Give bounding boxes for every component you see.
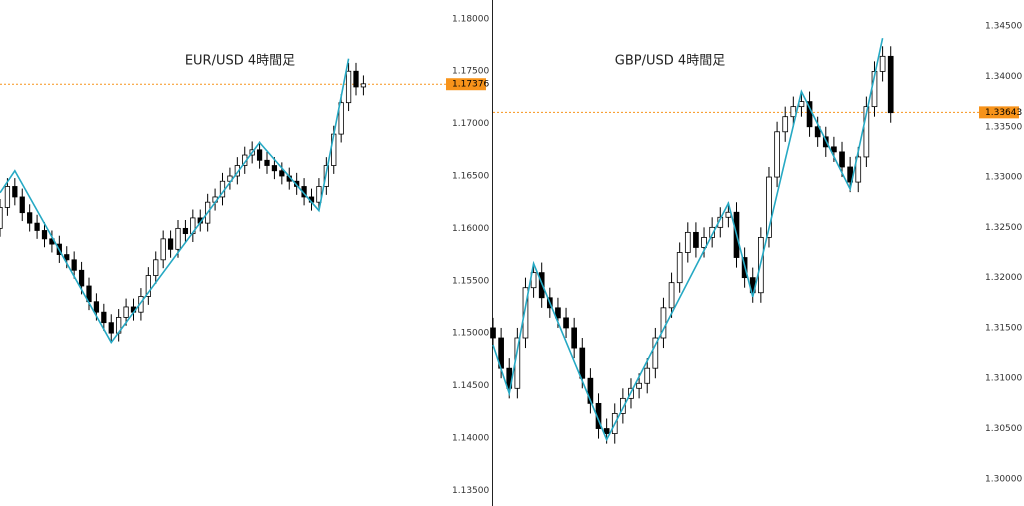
candle-body [19,196,25,214]
candle-body [338,102,344,135]
candle-body [345,70,352,104]
y-tick-label: 1.14500 [452,381,489,391]
y-tick-label: 1.30000 [985,474,1022,484]
candle-body [636,382,642,389]
candle-body [360,83,367,88]
candle-body [863,106,870,158]
candle-body [782,116,789,133]
y-tick-label: 1.32000 [985,273,1022,283]
chart-title: GBP/USD 4時間足 [615,54,725,69]
candle-body [701,237,707,248]
y-tick-label: 1.13500 [452,486,489,496]
y-tick-label: 1.15000 [452,329,489,339]
y-tick-label: 1.18000 [452,14,489,24]
y-tick-label: 1.17500 [452,67,489,77]
candle-body [774,131,780,178]
candle-body [490,327,496,339]
candle-body [887,55,894,114]
candle-body [182,227,189,235]
candle-body [12,186,18,198]
candle-body [620,397,626,414]
candle-body [101,311,107,324]
last-price-box [979,106,1019,119]
candle-body [27,212,33,224]
candle-body [316,186,322,203]
y-tick-label: 1.31500 [985,323,1022,333]
candle-body [353,70,359,88]
zigzag-line [492,38,884,442]
candle-body [668,282,675,309]
candle-body [766,176,772,238]
candle-body [123,306,129,318]
candle-body [0,207,3,229]
candle-body [4,186,11,208]
y-tick-label: 1.14000 [452,433,489,443]
candle-body [522,287,529,339]
chart-title: EUR/USD 4時間足 [185,54,295,69]
candle-body [709,226,715,238]
candle-body [855,156,862,183]
last-price-box [446,78,486,91]
last-price-label: 1.17376 [452,80,489,90]
y-tick-label: 1.30500 [985,424,1022,434]
candle-body [153,259,159,276]
candle-body [279,170,285,177]
candle-body [555,307,561,319]
candle-body [271,165,278,172]
candle-body [684,231,691,253]
candle-body [644,367,651,384]
candle-body [145,275,151,297]
y-tick-label: 1.33000 [985,173,1022,183]
candle-body [676,252,683,284]
candle-body [34,222,40,231]
y-tick-label: 1.17000 [452,119,489,129]
candle-body [64,254,70,261]
zigzag-line [0,58,350,345]
y-tick-label: 1.32500 [985,223,1022,233]
y-tick-label: 1.34500 [985,22,1022,32]
candle-body [798,101,805,108]
candle-body [41,230,48,240]
candle-body [160,238,166,261]
candle-body [839,151,845,168]
candle-body [78,269,85,287]
candle-body [579,347,586,379]
candle-body [831,146,837,153]
candle-body [652,337,659,369]
candle-body [108,322,114,334]
candle-body [571,327,578,349]
candle-body [603,428,610,434]
candle-body [814,126,821,138]
y-tick-label: 1.16000 [452,224,489,234]
y-tick-label: 1.15500 [452,276,489,286]
candle-body [587,377,594,404]
candle-body [879,55,886,72]
candle-body [693,231,699,248]
candle-body [256,149,263,161]
candle-body [167,238,174,250]
candle-body [93,301,100,313]
candle-body [71,259,77,271]
y-tick-label: 1.33500 [985,122,1022,132]
candle-body [563,317,569,329]
y-tick-label: 1.34000 [985,72,1022,82]
last-price-label: 1.33643 [985,108,1022,118]
y-tick-label: 1.16500 [452,172,489,182]
candle-body [790,106,797,118]
candle-body [175,227,181,250]
y-tick-label: 1.31000 [985,374,1022,384]
candle-body [725,211,732,218]
candle-body [264,159,270,166]
